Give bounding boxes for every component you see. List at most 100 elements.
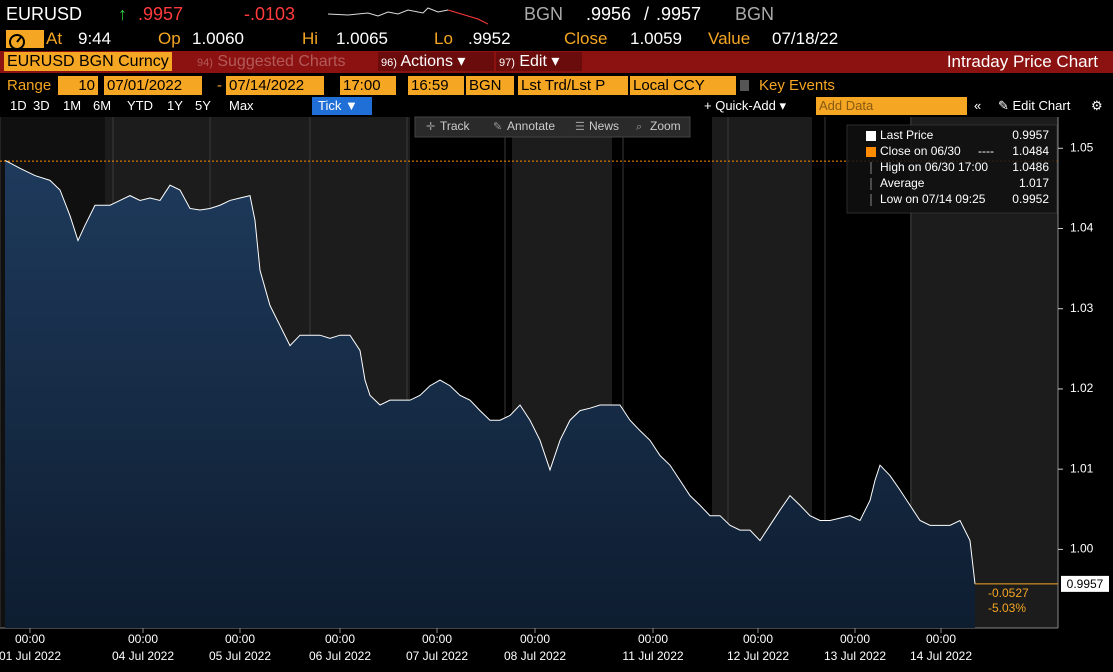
change: -.0103 bbox=[244, 4, 296, 24]
separator: / bbox=[644, 4, 650, 24]
dash: - bbox=[217, 77, 222, 94]
settings[interactable]: ⚙ bbox=[1091, 98, 1103, 113]
period-button[interactable]: Max bbox=[229, 98, 254, 113]
x-tick-label: 08 Jul 2022 bbox=[504, 649, 566, 663]
x-tick-time: 00:00 bbox=[520, 632, 550, 646]
menu-num: 96) bbox=[381, 57, 397, 69]
period-button[interactable]: 3D bbox=[33, 98, 50, 113]
legend-label: Close on 06/30 bbox=[880, 144, 961, 158]
legend-value: 0.9957 bbox=[1012, 128, 1049, 142]
period-button[interactable]: 1D bbox=[10, 98, 27, 113]
x-tick-time: 00:00 bbox=[325, 632, 355, 646]
quick-add-label: + Quick-Add bbox=[704, 98, 776, 113]
period-button[interactable]: 5Y bbox=[195, 98, 211, 113]
add-data[interactable]: Add Data bbox=[816, 97, 967, 115]
menu-label: Edit bbox=[519, 53, 547, 70]
start-date[interactable]: 07/01/2022 bbox=[104, 76, 202, 95]
bid: .9956 bbox=[586, 4, 632, 24]
high-label: Hi bbox=[302, 29, 319, 48]
key-events[interactable]: Key Events bbox=[759, 77, 835, 94]
low-label: Lo bbox=[434, 29, 453, 48]
security-box[interactable]: EURUSD BGN Curncy bbox=[4, 52, 172, 71]
x-tick-label: 07 Jul 2022 bbox=[406, 649, 468, 663]
tool-icon: ✛ bbox=[426, 121, 435, 133]
legend-value: 1.0486 bbox=[1012, 160, 1049, 174]
x-tick-label: 14 Jul 2022 bbox=[910, 649, 972, 663]
x-tick-label: 01 Jul 2022 bbox=[0, 649, 61, 663]
at-label: At bbox=[46, 29, 63, 48]
legend-label: Low on 07/14 09:25 bbox=[880, 192, 986, 206]
ask: .9957 bbox=[656, 4, 702, 24]
end-time[interactable]: 16:59 bbox=[408, 76, 464, 95]
edit-chart-label: Edit Chart bbox=[1012, 98, 1071, 113]
x-tick-time: 00:00 bbox=[926, 632, 956, 646]
tools-bar bbox=[414, 116, 691, 138]
up-arrow: ↑ bbox=[118, 4, 127, 24]
menu-item[interactable]: 96) Actions ▾ bbox=[378, 52, 494, 71]
range-label: Range bbox=[7, 77, 52, 94]
source: BGN bbox=[524, 4, 564, 24]
collapse[interactable]: « bbox=[974, 98, 982, 113]
period-button[interactable]: 6M bbox=[93, 98, 112, 113]
legend-value: 1.017 bbox=[1019, 176, 1049, 190]
low: .9952 bbox=[468, 29, 511, 48]
period-button[interactable]: 1Y bbox=[167, 98, 183, 113]
start-time[interactable]: 17:00 bbox=[340, 76, 396, 95]
open: 1.0060 bbox=[192, 29, 244, 48]
tool-icon: ✎ bbox=[493, 121, 502, 133]
value-date: 07/18/22 bbox=[772, 29, 839, 48]
tool-label: Zoom bbox=[650, 119, 681, 133]
y-tick-label: 1.00 bbox=[1070, 542, 1094, 556]
x-tick-label: 06 Jul 2022 bbox=[309, 649, 371, 663]
tool-icon: ⌕ bbox=[636, 121, 642, 133]
x-tick-time: 00:00 bbox=[422, 632, 452, 646]
quick-add[interactable]: + Quick-Add ▾ bbox=[704, 98, 787, 113]
y-tick-label: 1.01 bbox=[1070, 461, 1094, 475]
legend-dash: ---- bbox=[978, 144, 994, 158]
end-date[interactable]: 07/14/2022 bbox=[226, 76, 324, 95]
area bbox=[5, 160, 975, 629]
sparkline bbox=[328, 7, 488, 25]
edit-chart[interactable]: ✎ Edit Chart bbox=[998, 98, 1071, 113]
x-tick-label: 12 Jul 2022 bbox=[727, 649, 789, 663]
y-tick-label: 1.02 bbox=[1070, 381, 1094, 395]
x-tick-label: 11 Jul 2022 bbox=[622, 649, 683, 663]
x-tick-label: 04 Jul 2022 bbox=[112, 649, 174, 663]
x-tick-label: 13 Jul 2022 bbox=[824, 649, 886, 663]
period-button[interactable]: YTD bbox=[127, 98, 153, 113]
price-line bbox=[4, 159, 976, 584]
close: 1.0059 bbox=[630, 29, 682, 48]
ccy-box[interactable]: Local CCY bbox=[630, 76, 736, 95]
legend-box bbox=[846, 124, 1058, 214]
y-tick-label: 1.05 bbox=[1070, 140, 1094, 154]
open-label: Op bbox=[158, 29, 181, 48]
y-tick-label: 1.03 bbox=[1070, 301, 1094, 315]
tool-icon: ☰ bbox=[575, 121, 585, 133]
value-label: Value bbox=[708, 29, 751, 48]
legend-label: Average bbox=[880, 176, 925, 190]
x-tick-time: 00:00 bbox=[225, 632, 255, 646]
close-label: Close bbox=[564, 29, 608, 48]
legend-label: High on 06/30 17:00 bbox=[880, 160, 988, 174]
x-tick-time: 00:00 bbox=[743, 632, 773, 646]
tool-label: Track bbox=[440, 119, 471, 133]
menu-label: Actions bbox=[400, 53, 453, 70]
period-button[interactable]: 1M bbox=[63, 98, 82, 113]
menu-label: Suggested Charts bbox=[217, 53, 346, 70]
page-title: Intraday Price Chart bbox=[946, 52, 1098, 71]
legend-value: 0.9952 bbox=[1012, 192, 1049, 206]
source-box[interactable]: BGN bbox=[466, 76, 514, 95]
high: 1.0065 bbox=[336, 29, 388, 48]
range-count[interactable]: 10 bbox=[58, 76, 98, 95]
menu-item[interactable]: 97) Edit ▾ bbox=[496, 52, 582, 71]
field-box[interactable]: Lst Trd/Lst P bbox=[518, 76, 628, 95]
tool-label: Annotate bbox=[507, 119, 555, 133]
checkbox[interactable] bbox=[740, 80, 749, 91]
last-price-tag bbox=[1061, 575, 1109, 592]
tick-button[interactable]: Tick ▼ bbox=[312, 97, 372, 115]
menu-item[interactable]: 94) Suggested Charts bbox=[194, 52, 348, 71]
legend-value: 1.0484 bbox=[1012, 144, 1049, 158]
menu-num: 94) bbox=[197, 57, 213, 69]
ticker: EURUSD bbox=[6, 4, 83, 24]
